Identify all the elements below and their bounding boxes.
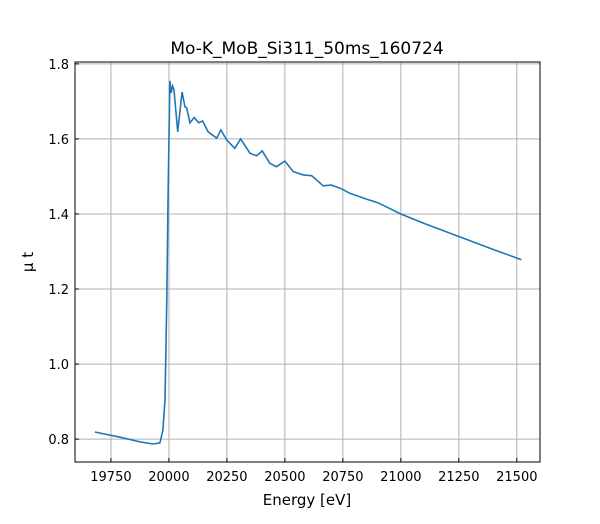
y-tick-label: 1.6 — [48, 133, 69, 148]
y-axis-label: μ t — [19, 252, 37, 272]
x-tick-label: 21000 — [380, 470, 421, 485]
y-tick-label: 1.4 — [48, 208, 69, 223]
y-tick-label: 1.0 — [48, 358, 69, 373]
x-tick-label: 20750 — [322, 470, 363, 485]
y-tick-label: 0.8 — [48, 433, 69, 448]
x-tick-label: 21250 — [438, 470, 479, 485]
x-axis-label: Energy [eV] — [263, 491, 351, 509]
x-tick-label: 20000 — [148, 470, 189, 485]
x-tick-label: 20250 — [206, 470, 247, 485]
series-line — [94, 80, 522, 445]
y-tick-label: 1.8 — [48, 58, 69, 73]
x-tick-label: 21500 — [496, 470, 537, 485]
plot-frame — [74, 61, 541, 463]
x-tick-label: 19750 — [90, 470, 131, 485]
chart-title: Mo-K_MoB_Si311_50ms_160724 — [170, 39, 443, 59]
y-tick-label: 1.2 — [48, 283, 69, 298]
x-tick-label: 20500 — [264, 470, 305, 485]
